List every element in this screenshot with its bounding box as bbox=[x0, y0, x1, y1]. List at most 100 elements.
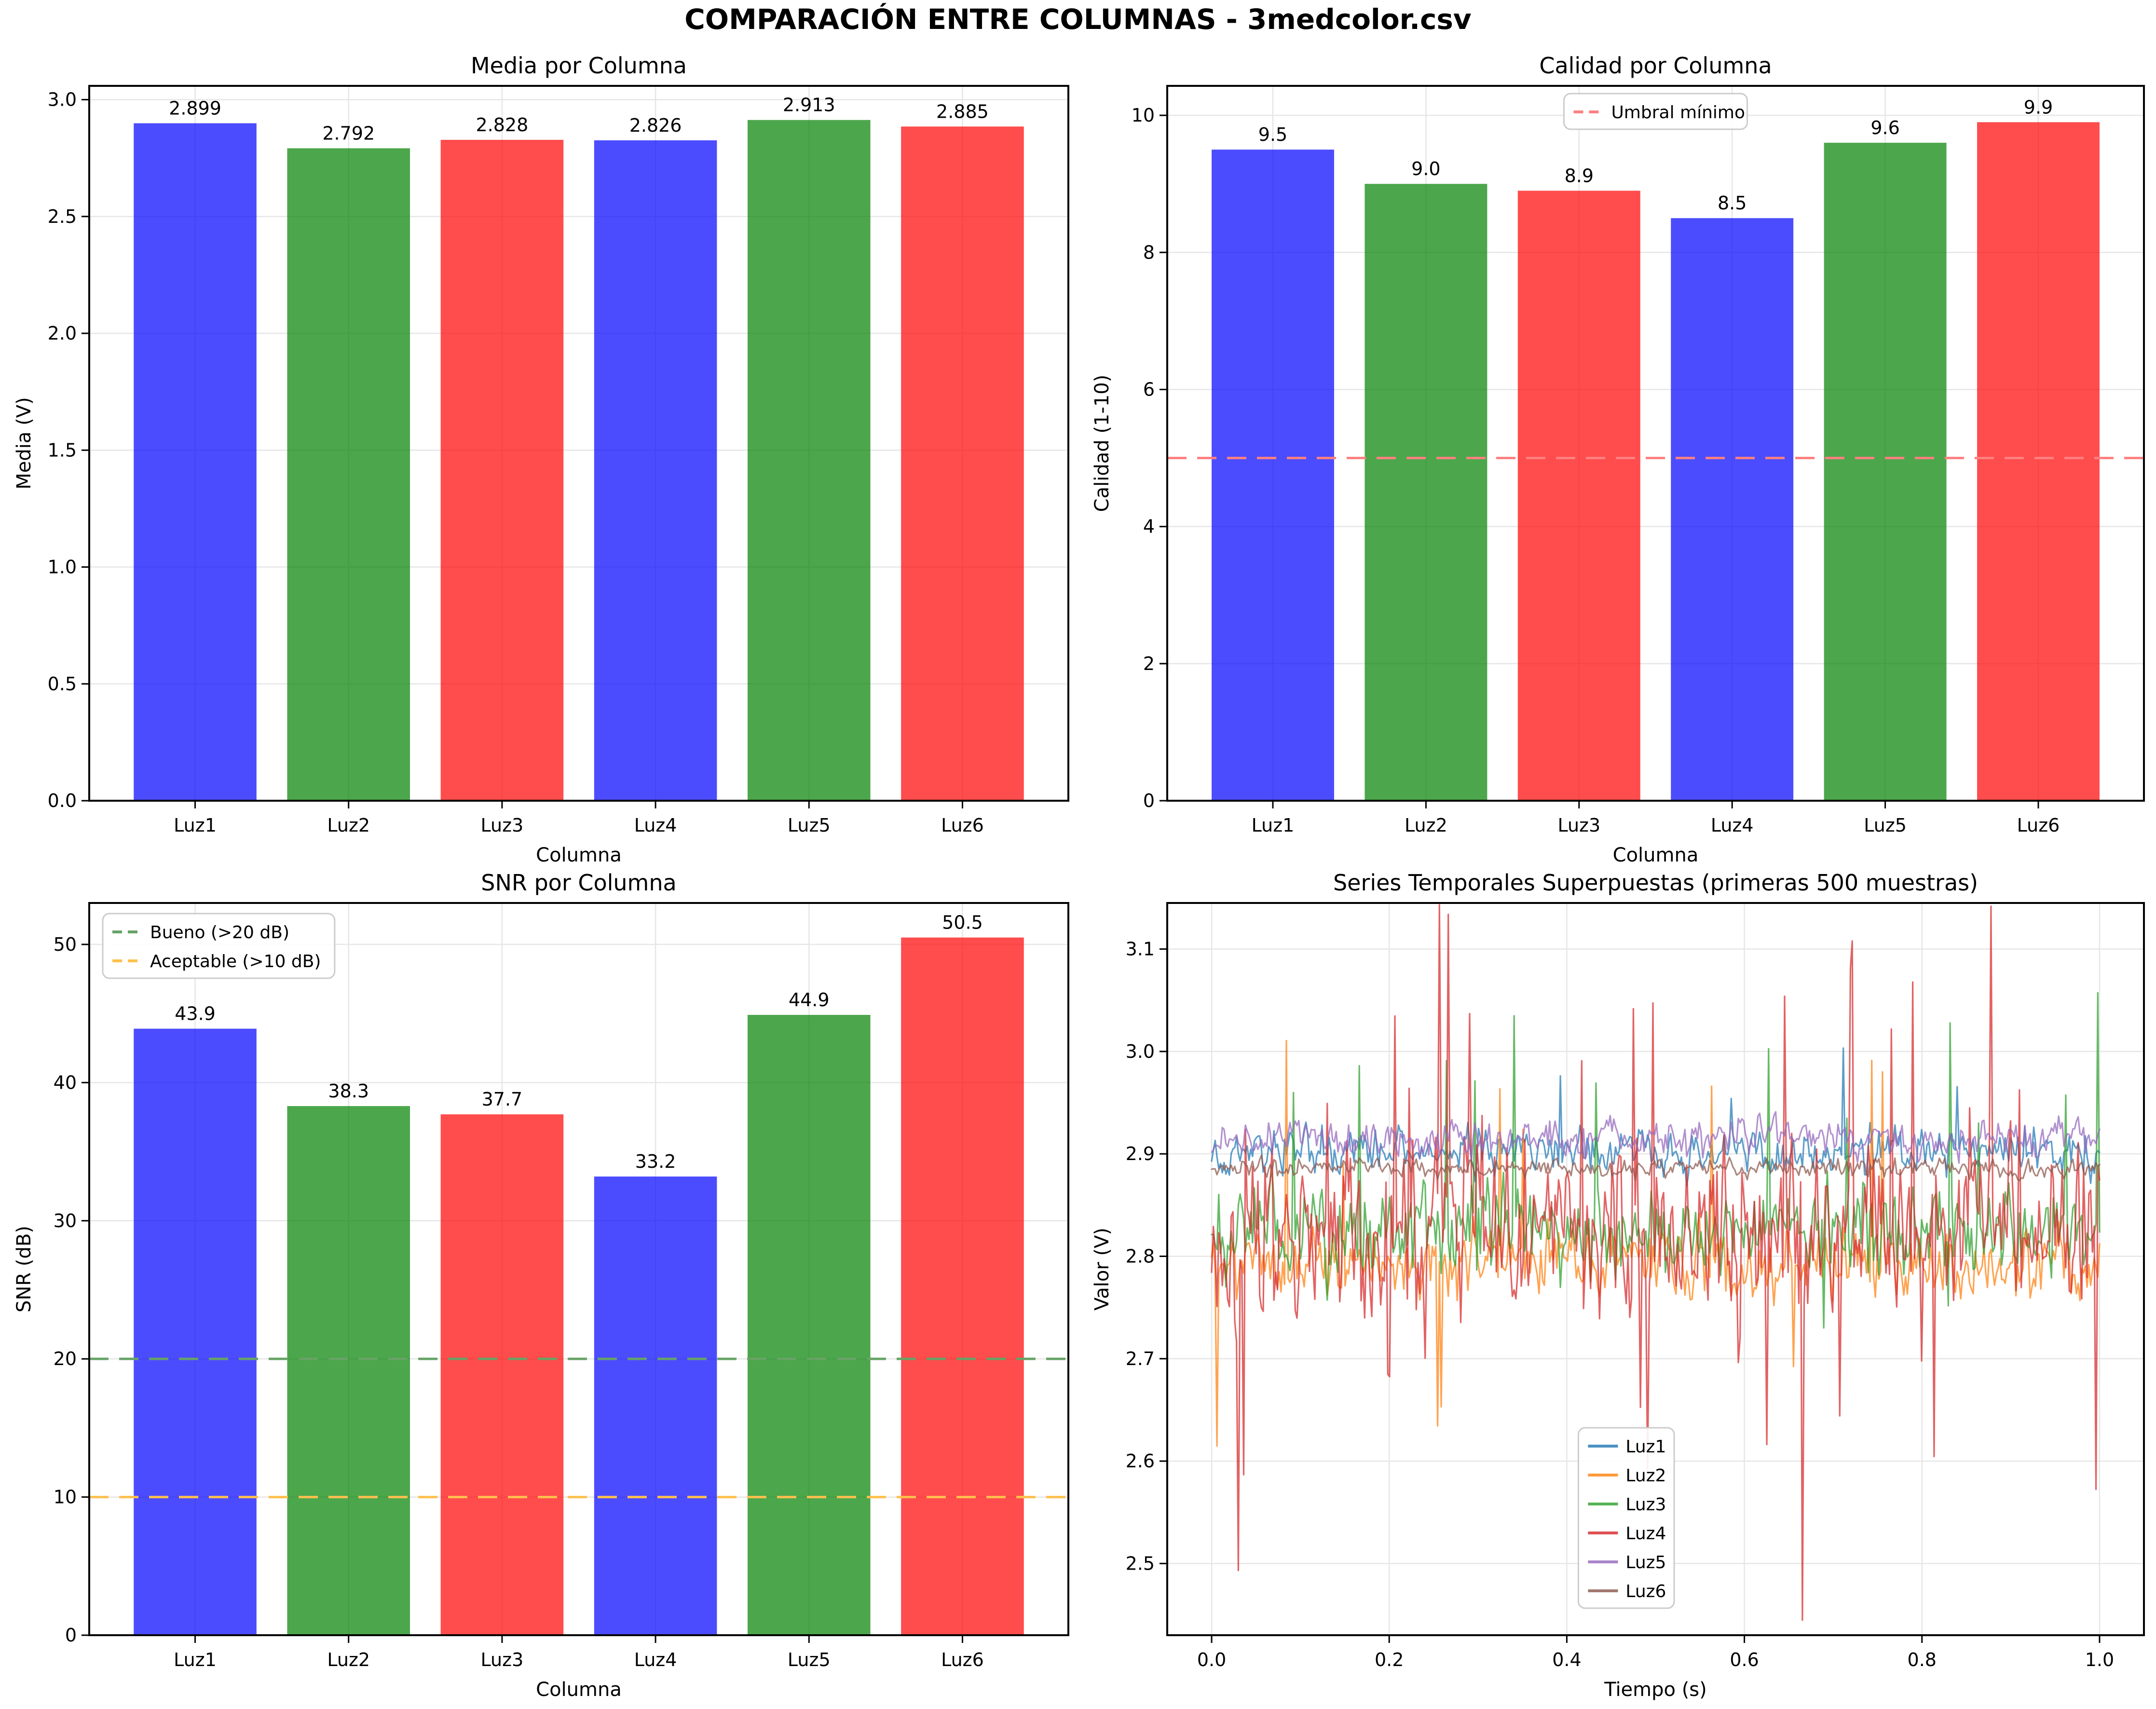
calidad-bars bbox=[1212, 122, 2100, 801]
svg-text:0: 0 bbox=[65, 1625, 77, 1646]
svg-text:8.5: 8.5 bbox=[1718, 192, 1747, 214]
svg-text:Luz4: Luz4 bbox=[634, 815, 677, 836]
series-line-Luz4 bbox=[1211, 904, 2101, 1621]
svg-text:SNR por Columna: SNR por Columna bbox=[481, 870, 676, 896]
svg-text:2.7: 2.7 bbox=[1126, 1348, 1155, 1369]
svg-text:1.5: 1.5 bbox=[48, 439, 77, 461]
svg-text:20: 20 bbox=[54, 1348, 77, 1369]
svg-text:Luz5: Luz5 bbox=[1625, 1553, 1666, 1572]
snr-bar-Luz1 bbox=[134, 1028, 257, 1635]
svg-text:Luz3: Luz3 bbox=[1625, 1495, 1666, 1515]
calidad-bar-Luz5 bbox=[1824, 142, 1947, 801]
svg-text:Calidad (1-10): Calidad (1-10) bbox=[1091, 375, 1113, 512]
snr-bars bbox=[134, 937, 1024, 1635]
calidad-chart: 9.5 9.0 8.9 8.5 9.6 9.9 0 2 4 6 8 10 Luz1 Luz2 Luz3 Luz… bbox=[1091, 53, 2145, 866]
svg-text:3.0: 3.0 bbox=[1126, 1041, 1155, 1062]
svg-text:3.0: 3.0 bbox=[48, 89, 77, 110]
series-spines bbox=[1166, 902, 2145, 1636]
svg-text:Luz6: Luz6 bbox=[941, 815, 984, 836]
svg-text:Valor (V): Valor (V) bbox=[1091, 1228, 1113, 1311]
snr-legend: Bueno (>20 dB) Aceptable (>10 dB) bbox=[102, 913, 336, 979]
svg-text:8.9: 8.9 bbox=[1565, 165, 1594, 186]
svg-text:Luz6: Luz6 bbox=[1625, 1582, 1666, 1601]
media-bars bbox=[134, 120, 1024, 801]
svg-text:Luz1: Luz1 bbox=[174, 1649, 217, 1670]
calidad-bar-Luz3 bbox=[1517, 191, 1640, 801]
media-bar-Luz5 bbox=[748, 120, 871, 801]
svg-text:33.2: 33.2 bbox=[635, 1151, 676, 1172]
svg-text:3.1: 3.1 bbox=[1126, 939, 1155, 960]
svg-text:Media (V): Media (V) bbox=[13, 397, 35, 489]
svg-text:0.6: 0.6 bbox=[1730, 1649, 1759, 1670]
svg-text:0.5: 0.5 bbox=[48, 673, 77, 695]
series-line-Luz6 bbox=[1211, 1154, 2101, 1181]
calidad-bar-Luz1 bbox=[1212, 150, 1334, 801]
svg-text:2.6: 2.6 bbox=[1126, 1450, 1155, 1472]
series-line-Luz5 bbox=[1211, 1111, 2101, 1164]
snr-bar-Luz3 bbox=[440, 1114, 564, 1635]
svg-text:SNR (dB): SNR (dB) bbox=[13, 1226, 35, 1313]
svg-text:2.899: 2.899 bbox=[169, 98, 221, 119]
svg-text:Bueno (>20 dB): Bueno (>20 dB) bbox=[150, 923, 289, 943]
svg-text:Luz1: Luz1 bbox=[1625, 1437, 1666, 1457]
svg-text:Luz6: Luz6 bbox=[2017, 815, 2060, 836]
calidad-bar-Luz6 bbox=[1977, 122, 2100, 801]
svg-text:0.0: 0.0 bbox=[48, 790, 77, 811]
calidad-bar-Luz4 bbox=[1671, 218, 1794, 801]
media-bar-Luz3 bbox=[440, 139, 564, 801]
svg-text:1.0: 1.0 bbox=[48, 557, 77, 578]
snr-spines bbox=[88, 902, 1069, 1636]
media-bar-Luz6 bbox=[901, 126, 1024, 801]
svg-text:50.5: 50.5 bbox=[942, 912, 983, 933]
svg-text:2.913: 2.913 bbox=[783, 95, 835, 116]
snr-bar-Luz6 bbox=[901, 937, 1024, 1635]
svg-text:43.9: 43.9 bbox=[175, 1003, 216, 1025]
svg-text:Luz3: Luz3 bbox=[1557, 815, 1600, 836]
svg-text:Luz5: Luz5 bbox=[1864, 815, 1907, 836]
svg-text:2.9: 2.9 bbox=[1126, 1143, 1155, 1164]
svg-text:Luz3: Luz3 bbox=[481, 815, 524, 836]
svg-text:Aceptable (>10 dB): Aceptable (>10 dB) bbox=[150, 952, 321, 971]
snr-chart: 43.9 38.3 37.7 33.2 44.9 50.5 0 10 20 30 40 50 Luz1 L… bbox=[13, 870, 1069, 1701]
svg-text:4: 4 bbox=[1143, 516, 1155, 537]
svg-text:Luz4: Luz4 bbox=[1625, 1524, 1666, 1544]
svg-text:2.885: 2.885 bbox=[936, 101, 989, 122]
svg-text:9.0: 9.0 bbox=[1411, 158, 1440, 179]
svg-text:2.0: 2.0 bbox=[48, 323, 77, 344]
svg-text:Luz1: Luz1 bbox=[1252, 815, 1295, 836]
media-spines bbox=[88, 85, 1069, 802]
svg-text:0.0: 0.0 bbox=[1197, 1649, 1226, 1670]
svg-text:38.3: 38.3 bbox=[328, 1080, 369, 1102]
svg-text:Luz3: Luz3 bbox=[481, 1649, 524, 1670]
svg-text:Luz1: Luz1 bbox=[174, 815, 217, 836]
svg-text:10: 10 bbox=[54, 1487, 77, 1508]
svg-text:1.0: 1.0 bbox=[2085, 1649, 2114, 1670]
svg-text:9.6: 9.6 bbox=[1870, 117, 1899, 138]
svg-text:2.5: 2.5 bbox=[48, 206, 77, 227]
svg-text:Luz5: Luz5 bbox=[788, 815, 831, 836]
svg-text:9.5: 9.5 bbox=[1258, 124, 1287, 145]
snr-bar-Luz5 bbox=[748, 1014, 871, 1635]
svg-text:Luz4: Luz4 bbox=[634, 1649, 677, 1670]
series-chart: 2.5 2.6 2.7 2.8 2.9 3.0 3.1 0.0 0.2 0.4 0.6 0.8 1.0 S… bbox=[1091, 870, 2145, 1701]
figure-title: COMPARACIÓN ENTRE COLUMNAS - 3medcolor.c… bbox=[684, 3, 1472, 36]
svg-text:0.4: 0.4 bbox=[1552, 1649, 1581, 1670]
svg-text:9.9: 9.9 bbox=[2024, 96, 2053, 118]
svg-text:Columna: Columna bbox=[536, 1679, 622, 1701]
svg-text:2.5: 2.5 bbox=[1126, 1553, 1155, 1574]
svg-text:Luz2: Luz2 bbox=[1405, 815, 1447, 836]
calidad-spines bbox=[1166, 85, 2145, 802]
media-bar-Luz4 bbox=[594, 140, 717, 801]
svg-text:Luz4: Luz4 bbox=[1711, 815, 1754, 836]
svg-text:2.828: 2.828 bbox=[476, 114, 529, 136]
svg-text:Tiempo (s): Tiempo (s) bbox=[1604, 1679, 1707, 1701]
svg-text:Luz2: Luz2 bbox=[1625, 1466, 1666, 1486]
svg-text:2.826: 2.826 bbox=[629, 115, 682, 136]
svg-text:50: 50 bbox=[54, 934, 77, 955]
svg-text:Luz6: Luz6 bbox=[941, 1649, 984, 1670]
svg-text:0.2: 0.2 bbox=[1375, 1649, 1404, 1670]
svg-text:2: 2 bbox=[1143, 653, 1155, 674]
svg-text:40: 40 bbox=[54, 1072, 77, 1093]
